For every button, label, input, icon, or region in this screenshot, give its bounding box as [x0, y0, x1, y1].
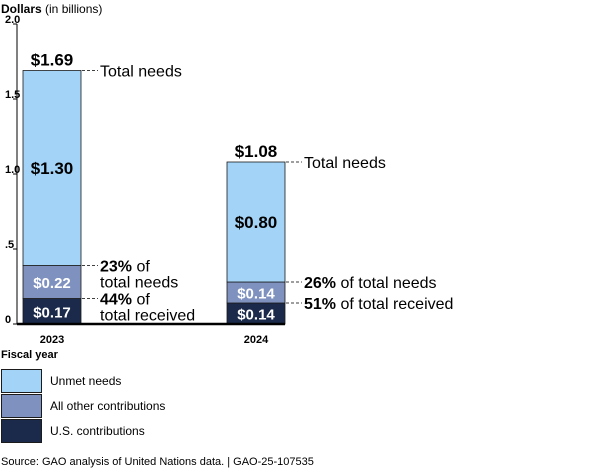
bar-label-unmet-2024: $0.80 — [235, 213, 278, 232]
bar-label-other-2024: $0.14 — [237, 286, 275, 303]
annotation-percent-2: 44% — [100, 292, 132, 309]
annotation-1: 23% of — [100, 259, 150, 276]
legend-label-unmet: Unmet needs — [50, 374, 122, 388]
y-tick-label: 0 — [5, 314, 11, 326]
bar-label-us-2024: $0.14 — [237, 307, 275, 324]
annotation-text-0: Total needs — [100, 64, 182, 81]
annotation-text-3: Total needs — [304, 155, 386, 172]
total-label-2024: $1.08 — [235, 142, 278, 161]
annotation-5: 51% of total received — [304, 296, 453, 313]
annotation-4: 26% of total needs — [304, 275, 437, 292]
y-tick-label: 1.5 — [5, 89, 20, 101]
annotation-text-4: of total needs — [336, 275, 437, 292]
source-note: Source: GAO analysis of United Nations d… — [1, 456, 314, 468]
annotation-percent-5: 51% — [304, 296, 336, 313]
annotation-2: 44% of — [100, 292, 150, 309]
bar-label-us-2023: $0.17 — [33, 304, 71, 321]
bar-label-other-2023: $0.22 — [33, 275, 71, 292]
legend-swatch-other — [1, 394, 42, 418]
annotation-line2-1: total needs — [100, 275, 178, 292]
x-tick-label-2023: 2023 — [40, 334, 64, 346]
bar-label-unmet-2023: $1.30 — [31, 159, 74, 178]
annotation-0: Total needs — [100, 64, 182, 81]
y-tick-label: .5 — [5, 239, 14, 251]
y-axis-title-main: Dollars — [1, 2, 42, 16]
annotation-percent-4: 26% — [304, 275, 336, 292]
annotation-text-1: of — [132, 259, 150, 276]
legend-swatch-us — [1, 419, 42, 443]
y-tick-label: 1.0 — [5, 164, 20, 176]
y-axis-title: Dollars (in billions) — [1, 2, 102, 16]
annotation-3: Total needs — [304, 155, 386, 172]
bar-unmet-2024 — [226, 161, 286, 283]
legend-label-us: U.S. contributions — [50, 424, 145, 438]
bar-unmet-2023 — [22, 70, 82, 266]
annotation-text-2: of — [132, 292, 150, 309]
x-tick-label-2024: 2024 — [244, 334, 269, 346]
annotation-percent-1: 23% — [100, 259, 132, 276]
legend-swatch-unmet — [1, 369, 42, 393]
total-label-2023: $1.69 — [31, 51, 74, 70]
annotation-text-5: of total received — [336, 296, 453, 313]
y-axis-title-unit: (in billions) — [42, 2, 103, 16]
y-tick-label: 2.0 — [5, 14, 20, 26]
x-axis-title: Fiscal year — [1, 349, 59, 361]
legend-label-other: All other contributions — [50, 399, 166, 413]
stacked-bar-chart: Dollars (in billions) 0 .5 1.0 1.5 2.0 $0.17 $0… — [1, 2, 453, 361]
annotation-line2-2: total received — [100, 308, 195, 325]
